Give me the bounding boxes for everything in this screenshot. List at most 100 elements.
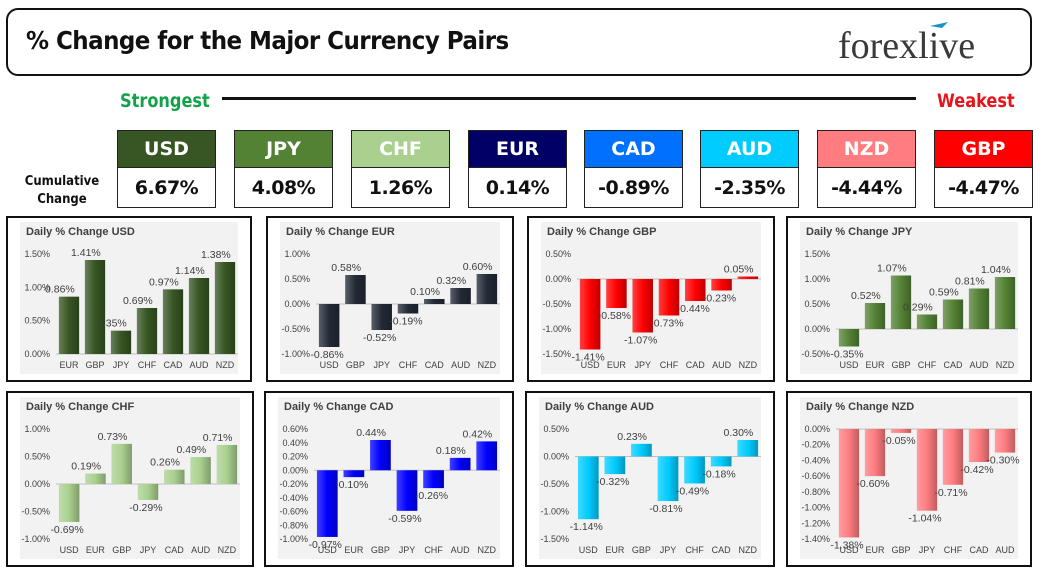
bar-usd [58,484,80,522]
bar-usd [838,329,860,347]
bar-usd [577,456,599,520]
data-label: 1.04% [981,264,1011,276]
data-label: 0.73% [98,431,128,443]
chart-title: Daily % Change AUD [545,401,654,413]
y-tick-label: 0.50% [543,424,569,434]
x-tick-label: GBP [371,545,390,555]
x-tick-label: EUR [607,360,627,370]
x-tick-label: GBP [112,545,131,555]
chart-usd: Daily % Change USD 0.00% 0.50% 1.00% 1.50% 0.… [20,222,238,374]
y-tick-label: -1.50% [542,349,571,359]
x-tick-label: USD [839,360,859,370]
x-tick-label: CAD [425,360,445,370]
strongest-label: Strongest [120,90,210,112]
currency-cumulative-value: -2.35% [700,168,799,208]
x-tick-label: AUD [451,545,471,555]
y-tick-label: -0.80% [801,487,830,497]
chart-plot-background [539,397,761,559]
chart-eur: Daily % Change EUR -1.00% -0.50% 0.00% 0.50%… [280,222,500,374]
x-tick-label: GBP [891,360,910,370]
y-tick-label: 0.40% [282,438,308,448]
currency-code: CAD [584,130,683,168]
chart-nzd: Daily % Change NZD -1.40% -1.20% -1.00% -0.8… [800,397,1020,559]
data-label: 0.81% [955,276,985,288]
bar-nzd [216,444,238,484]
chart-panel-usd: Daily % Change USD 0.00% 0.50% 1.00% 1.50% 0.… [6,216,252,382]
data-label: 0.10% [410,286,440,298]
currency-box-chf: CHF 1.26% [351,130,450,208]
currency-box-aud: AUD -2.35% [700,130,799,208]
x-tick-label: JPY [919,545,936,555]
data-label: -0.71% [934,487,967,499]
currency-cumulative-value: 6.67% [117,168,216,208]
data-label: 0.26% [150,457,180,469]
bar-chf [684,456,705,484]
data-label: 0.44% [356,427,386,439]
chart-panel-chf: Daily % Change CHF -1.00% -0.50% 0.00% 0.50%… [6,391,254,567]
strength-scale-line [222,97,916,100]
bar-nzd [994,277,1016,329]
data-label: -0.49% [676,485,709,497]
currency-cumulative-value: -4.44% [817,168,916,208]
bar-chf [397,304,419,314]
y-tick-label: 0.20% [282,452,308,462]
data-label: 0.52% [851,290,881,302]
chart-plot-background [800,397,1018,559]
y-tick-label: 1.50% [24,249,50,259]
data-label: -0.58% [598,310,631,322]
y-tick-label: -1.00% [281,349,310,359]
data-label: 1.38% [201,249,231,261]
chart-panel-eur: Daily % Change EUR -1.00% -0.50% 0.00% 0.50%… [266,216,514,382]
currency-cumulative-value: -4.47% [934,168,1033,208]
x-tick-label: EUR [605,545,625,555]
y-tick-label: 0.00% [543,452,569,462]
data-label: 0.30% [723,427,753,439]
data-label: 0.86% [45,284,75,296]
data-label: -1.04% [908,513,941,525]
x-tick-label: CHF [944,545,963,555]
x-tick-label: USD [579,545,599,555]
logo-arrow-icon [930,22,948,28]
bar-eur [864,429,886,477]
y-tick-label: 0.00% [545,274,571,284]
data-label: -0.35% [830,349,863,361]
y-tick-label: -0.50% [801,349,830,359]
cumulative-change-label: Cumulative Change [19,173,105,209]
x-tick-label: CAD [165,545,185,555]
bar-aud [711,279,732,291]
chart-panel-nzd: Daily % Change NZD -1.40% -1.20% -1.00% -0.8… [786,391,1032,567]
x-tick-label: CHF [424,545,443,555]
x-tick-label: CHF [138,360,157,370]
data-label: -0.97% [309,539,342,551]
x-tick-label: AUD [969,360,989,370]
x-tick-label: AUD [191,545,211,555]
data-label: 1.41% [71,247,101,259]
data-label: 0.35% [97,318,127,330]
data-label: -1.38% [830,539,863,551]
currency-box-jpy: JPY 4.08% [234,130,333,208]
data-label: -1.41% [571,352,604,364]
data-label: 0.97% [149,276,179,288]
data-label: -0.73% [650,318,683,330]
chart-jpy: Daily % Change JPY -0.50% 0.00% 0.50% 1.00% 1… [800,222,1018,374]
currency-code: NZD [817,130,916,168]
data-label: -0.23% [703,293,736,305]
data-label: -0.59% [388,513,421,525]
bar-aud [188,278,210,354]
y-tick-label: -0.40% [801,455,830,465]
data-label: -0.81% [649,503,682,515]
bar-gbp [345,275,366,304]
y-tick-label: -1.20% [801,518,830,528]
bar-nzd [737,276,759,279]
data-label: -0.10% [335,479,368,491]
y-tick-label: -0.50% [281,324,310,334]
data-label: -1.07% [624,335,657,347]
y-tick-label: 1.00% [24,282,50,292]
chart-gbp: Daily % Change GBP -1.50% -1.00% -0.50% 0.00… [541,222,761,374]
data-label: 0.29% [903,302,933,314]
y-tick-label: -1.00% [540,507,569,517]
y-tick-label: 0.00% [24,349,50,359]
y-tick-label: -0.60% [279,507,308,517]
currency-code: USD [117,130,216,168]
currency-cumulative-value: 1.26% [351,168,450,208]
